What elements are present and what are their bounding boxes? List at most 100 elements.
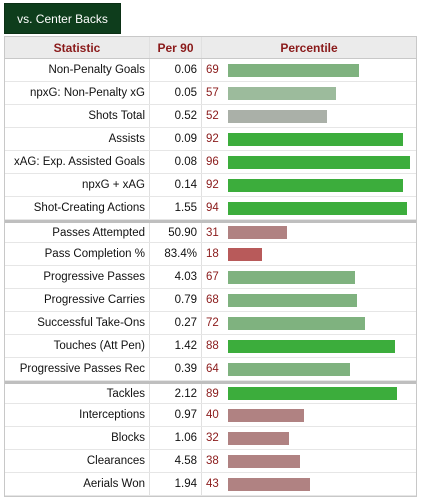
percentile-bar	[228, 408, 304, 422]
per90-value: 0.08	[150, 151, 202, 173]
percentile-value: 94	[206, 202, 219, 214]
table-row: Pass Completion % 83.4% 18	[5, 243, 416, 266]
per90-value: 50.90	[150, 223, 202, 242]
table-row: Passes Attempted 50.90 31	[5, 220, 416, 243]
table-row: Shots Total 0.52 52	[5, 105, 416, 128]
per90-value: 0.06	[150, 59, 202, 81]
table-row: xAG: Exp. Assisted Goals 0.08 96	[5, 151, 416, 174]
table-row: npxG: Non-Penalty xG 0.05 57	[5, 82, 416, 105]
percentile-bar	[228, 387, 397, 400]
header-per90: Per 90	[150, 37, 202, 58]
percentile-cell: 38	[202, 450, 416, 472]
per90-value: 0.05	[150, 82, 202, 104]
percentile-cell: 72	[202, 312, 416, 334]
stat-name: Assists	[5, 128, 150, 150]
stat-name: Progressive Passes Rec	[5, 358, 150, 380]
percentile-bar	[228, 155, 410, 169]
table-row: Progressive Carries 0.79 68	[5, 289, 416, 312]
percentile-cell: 96	[202, 151, 416, 173]
percentile-table: Statistic Per 90 Percentile Non-Penalty …	[4, 36, 417, 497]
percentile-cell: 18	[202, 243, 416, 265]
stat-name: Touches (Att Pen)	[5, 335, 150, 357]
header-statistic: Statistic	[5, 37, 150, 58]
stat-name: Shots Total	[5, 105, 150, 127]
table-row: Progressive Passes Rec 0.39 64	[5, 358, 416, 381]
per90-value: 0.79	[150, 289, 202, 311]
per90-value: 1.94	[150, 473, 202, 495]
percentile-cell: 64	[202, 358, 416, 380]
tab-vs-center-backs[interactable]: vs. Center Backs	[4, 3, 121, 34]
percentile-value: 89	[206, 387, 219, 400]
table-body: Non-Penalty Goals 0.06 69 npxG: Non-Penalty…	[5, 59, 416, 496]
percentile-value: 64	[206, 363, 219, 375]
table-row: Touches (Att Pen) 1.42 88	[5, 335, 416, 358]
per90-value: 1.55	[150, 197, 202, 219]
percentile-cell: 43	[202, 473, 416, 495]
table-row: Assists 0.09 92	[5, 128, 416, 151]
percentile-bar	[228, 477, 310, 491]
stat-name: Clearances	[5, 450, 150, 472]
percentile-bar	[228, 86, 336, 100]
stat-name: Aerials Won	[5, 473, 150, 495]
per90-value: 4.03	[150, 266, 202, 288]
percentile-cell: 52	[202, 105, 416, 127]
stat-name: npxG: Non-Penalty xG	[5, 82, 150, 104]
percentile-bar	[228, 201, 407, 215]
table-row: Clearances 4.58 38	[5, 450, 416, 473]
percentile-cell: 31	[202, 223, 416, 242]
stat-name: npxG + xAG	[5, 174, 150, 196]
percentile-value: 52	[206, 110, 219, 122]
per90-value: 1.42	[150, 335, 202, 357]
percentile-cell: 94	[202, 197, 416, 219]
table-row: npxG + xAG 0.14 92	[5, 174, 416, 197]
percentile-value: 68	[206, 294, 219, 306]
stat-name: Passes Attempted	[5, 223, 150, 242]
header-percentile: Percentile	[280, 40, 338, 55]
percentile-bar	[228, 454, 300, 468]
percentile-bar	[228, 132, 403, 146]
percentile-cell: 88	[202, 335, 416, 357]
percentile-bar	[228, 226, 287, 239]
table-header: Statistic Per 90 Percentile	[5, 37, 416, 59]
stat-name: xAG: Exp. Assisted Goals	[5, 151, 150, 173]
per90-value: 0.09	[150, 128, 202, 150]
per90-value: 0.27	[150, 312, 202, 334]
percentile-bar	[228, 339, 395, 353]
percentile-bar	[228, 247, 262, 261]
table-row: Interceptions 0.97 40	[5, 404, 416, 427]
percentile-bar	[228, 316, 365, 330]
percentile-bar	[228, 431, 289, 445]
percentile-value: 92	[206, 133, 219, 145]
table-row: Tackles 2.12 89	[5, 381, 416, 404]
percentile-bar	[228, 362, 350, 376]
percentile-value: 72	[206, 317, 219, 329]
table-row: Aerials Won 1.94 43	[5, 473, 416, 496]
per90-value: 0.97	[150, 404, 202, 426]
table-row: Shot-Creating Actions 1.55 94	[5, 197, 416, 220]
percentile-cell: 57	[202, 82, 416, 104]
percentile-cell: 92	[202, 174, 416, 196]
stat-name: Pass Completion %	[5, 243, 150, 265]
per90-value: 4.58	[150, 450, 202, 472]
percentile-value: 96	[206, 156, 219, 168]
percentile-value: 67	[206, 271, 219, 283]
stat-name: Successful Take-Ons	[5, 312, 150, 334]
per90-value: 0.39	[150, 358, 202, 380]
stat-name: Interceptions	[5, 404, 150, 426]
percentile-cell: 92	[202, 128, 416, 150]
per90-value: 1.06	[150, 427, 202, 449]
table-row: Progressive Passes 4.03 67	[5, 266, 416, 289]
stat-name: Shot-Creating Actions	[5, 197, 150, 219]
stat-name: Tackles	[5, 384, 150, 403]
percentile-value: 88	[206, 340, 219, 352]
percentile-bar	[228, 178, 403, 192]
percentile-value: 40	[206, 409, 219, 421]
table-row: Successful Take-Ons 0.27 72	[5, 312, 416, 335]
percentile-value: 32	[206, 432, 219, 444]
percentile-bar	[228, 270, 355, 284]
percentile-bar	[228, 109, 327, 123]
percentile-cell: 32	[202, 427, 416, 449]
percentile-value: 57	[206, 87, 219, 99]
percentile-bar	[228, 63, 359, 77]
stat-name: Blocks	[5, 427, 150, 449]
